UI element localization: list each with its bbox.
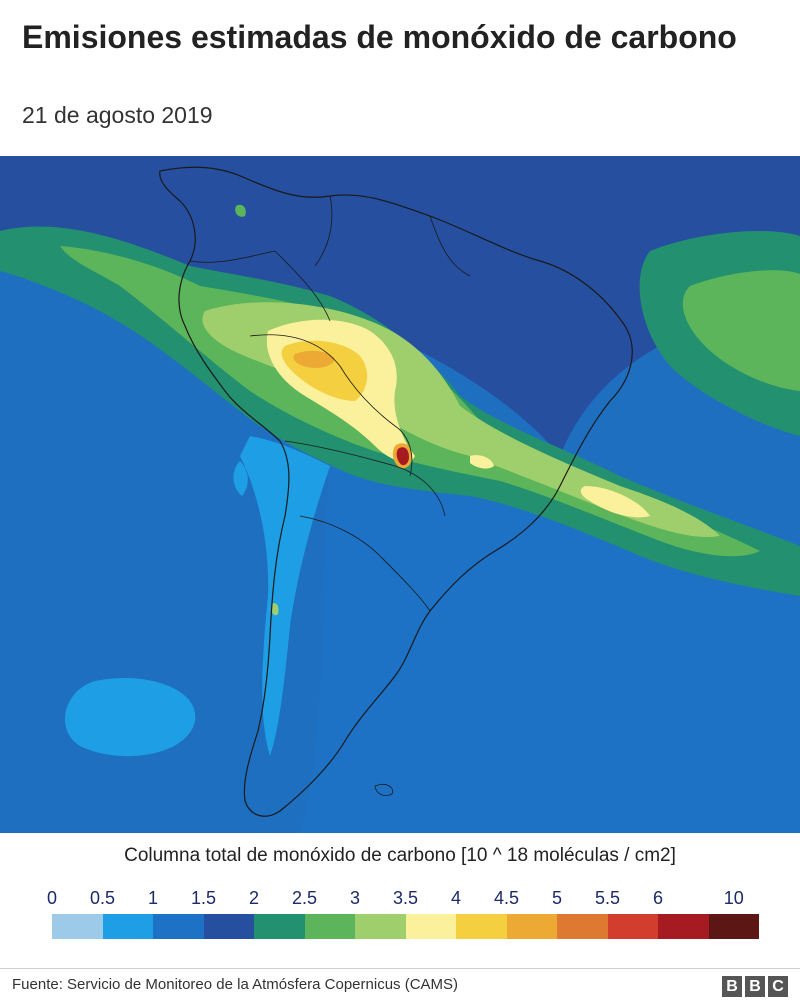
south-america-outline (159, 166, 633, 817)
legend-swatch (254, 914, 305, 939)
legend-tick-label: 5 (551, 888, 563, 908)
legend-swatch (405, 914, 456, 939)
legend-tick-label: 4 (450, 888, 462, 908)
legend-tick-label: 0.5 (89, 888, 116, 908)
legend-tick-label: 1.5 (190, 888, 217, 908)
legend-tick-label: 3 (349, 888, 361, 908)
page-title: Emisiones estimadas de monóxido de carbo… (22, 19, 737, 55)
legend-swatch (102, 914, 153, 939)
legend-tick-label: 5.5 (594, 888, 621, 908)
light-blue-patch-west (233, 461, 248, 496)
legend-swatch (456, 914, 507, 939)
legend-swatch (355, 914, 406, 939)
legend-swatch (203, 914, 254, 939)
source-credit: Fuente: Servicio de Monitoreo de la Atmó… (12, 976, 459, 993)
bbc-logo-letter: C (768, 976, 788, 997)
small-green-chile (271, 603, 279, 616)
legend-tick-label: 6 (652, 888, 664, 908)
legend-tick-labels: 0 0.5 1 1.5 2 2.5 3 3.5 4 4.5 5 5.5 6 10 (0, 888, 800, 912)
legend-swatch (506, 914, 557, 939)
legend-tick-label: 10 (723, 888, 744, 908)
legend-swatch (153, 914, 204, 939)
small-green-north (235, 204, 246, 217)
legend-swatch (607, 914, 658, 939)
hotspot-core (396, 447, 409, 466)
bbc-logo-letter: B (745, 976, 765, 997)
north-band (0, 156, 800, 456)
carbon-monoxide-map (0, 156, 800, 833)
footer-divider (0, 968, 800, 969)
country-borders (189, 195, 471, 612)
legend-title: Columna total de monóxido de carbono [10… (124, 845, 676, 866)
legend-tick-label: 0 (46, 888, 58, 908)
legend-tick-label: 1 (147, 888, 159, 908)
plume-midgreen-east (682, 270, 800, 391)
legend-swatch (658, 914, 709, 939)
light-blue-patch-chile (240, 436, 330, 756)
legend-tick-label: 3.5 (392, 888, 419, 908)
plume-yellow-east (580, 486, 650, 518)
legend-swatch (708, 914, 759, 939)
legend-swatch (557, 914, 608, 939)
bbc-logo-letter: B (722, 976, 742, 997)
legend-swatch (304, 914, 355, 939)
legend-tick-label: 2 (248, 888, 260, 908)
bbc-logo: B B C (722, 976, 788, 997)
coast-falklands (374, 784, 393, 796)
plume-orange-core (293, 350, 335, 368)
legend-swatch (52, 914, 103, 939)
date-subtitle: 21 de agosto 2019 (22, 102, 213, 128)
plume-yellow-mid (470, 455, 494, 469)
legend-tick-label: 4.5 (493, 888, 520, 908)
light-blue-patch-pacific (64, 677, 196, 757)
legend-color-bar (52, 914, 759, 939)
legend-tick-label: 2.5 (291, 888, 318, 908)
